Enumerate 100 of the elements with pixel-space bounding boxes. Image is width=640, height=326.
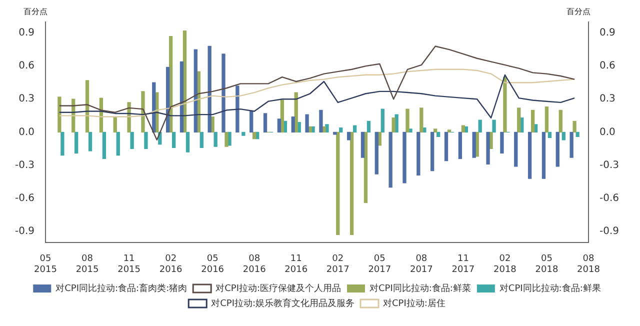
y-tick-label: -0.6 <box>14 192 35 204</box>
x-tick-label: 02 2018 <box>494 254 517 275</box>
legend-label: 对CPI同比拉动:食品:鲜菜 <box>370 282 471 294</box>
legend-label: 对CPI同比拉动:食品:鲜果 <box>499 282 601 294</box>
x-tick-label: 11 2016 <box>284 254 308 275</box>
bar <box>420 108 424 133</box>
bar <box>319 110 323 133</box>
legend-label: 对CPI拉动:医疗保健及个人用品 <box>216 282 342 294</box>
bar <box>514 132 518 167</box>
bar <box>291 116 295 133</box>
legend-label: 对CPI拉动:居住 <box>383 298 446 309</box>
y2-tick-label: 0.9 <box>599 28 616 39</box>
bar <box>325 124 329 133</box>
bar <box>406 108 410 133</box>
bar <box>436 132 440 137</box>
bar <box>472 132 476 158</box>
y-tick-label: -0.9 <box>14 226 35 237</box>
bar <box>447 130 452 133</box>
bar <box>208 46 212 133</box>
bar <box>172 132 176 148</box>
bar <box>263 113 268 133</box>
bar <box>60 132 64 156</box>
x-tick-label: 08 2015 <box>76 254 99 275</box>
bar <box>492 120 496 133</box>
x-tick-label: 02 2017 <box>326 254 350 275</box>
bar <box>180 61 184 133</box>
bar <box>339 127 343 133</box>
x-tick-label: 08 2016 <box>242 254 266 275</box>
bar <box>144 132 148 150</box>
bar <box>434 128 438 133</box>
bar <box>556 132 560 167</box>
y2-tick-label: -0.3 <box>599 160 620 171</box>
y-tick-label: 0.9 <box>18 28 35 39</box>
y-tick-label: 0.6 <box>18 60 35 72</box>
bar <box>542 132 546 179</box>
bar <box>277 118 282 133</box>
bar <box>388 132 392 188</box>
x-tick-label: 02 2016 <box>159 254 183 275</box>
bar <box>558 110 562 133</box>
bar <box>544 106 549 133</box>
bar <box>528 132 532 179</box>
bar <box>186 132 190 152</box>
bar <box>430 132 434 172</box>
x-tick-label: 11 2015 <box>118 254 140 275</box>
bar <box>116 132 120 156</box>
bar <box>352 125 357 133</box>
bar <box>461 125 466 133</box>
x-tick-label: 11 2017 <box>452 254 475 275</box>
bar <box>250 110 254 133</box>
bar <box>74 132 78 154</box>
y-tick-label: 0.0 <box>18 126 35 138</box>
bar <box>236 86 240 133</box>
bar <box>102 132 106 159</box>
bar <box>416 132 420 176</box>
bar <box>346 132 351 140</box>
x-tick-label: 05 2017 <box>368 254 392 275</box>
y2-tick-label: 0.0 <box>599 126 616 138</box>
x-tick-label: 08 2018 <box>577 254 600 275</box>
bar <box>252 132 256 140</box>
bar <box>478 120 482 133</box>
bar <box>88 132 92 152</box>
y2-tick-label: 0.3 <box>599 94 616 105</box>
bar <box>392 118 396 133</box>
bar <box>517 108 521 133</box>
y2-tick-label: -0.6 <box>599 192 620 204</box>
bar <box>305 114 309 133</box>
bar <box>336 132 340 236</box>
bar <box>360 132 365 158</box>
bar <box>570 132 574 158</box>
y-tick-label: 0.3 <box>18 94 35 105</box>
bar <box>214 132 218 147</box>
y2-tick-label: 0.6 <box>599 60 616 72</box>
bar <box>194 49 198 133</box>
x-tick-label: 08 2017 <box>410 254 433 275</box>
bar <box>444 132 448 162</box>
x-tick-label: 05 2018 <box>535 254 558 275</box>
x-tick-label: 05 2016 <box>201 254 224 275</box>
bar <box>572 120 576 133</box>
bar <box>380 108 384 133</box>
bar <box>366 120 371 133</box>
x-tick-label: 05 2015 <box>34 254 57 275</box>
bar <box>500 132 504 154</box>
bar <box>200 132 204 148</box>
bar <box>503 76 507 133</box>
bar <box>364 132 368 204</box>
bar <box>130 132 134 150</box>
bar <box>576 132 580 137</box>
bar <box>242 132 246 136</box>
bar <box>486 132 490 164</box>
bar <box>374 132 378 174</box>
legend-label: 对CPI拉动:娱乐教育文化用品及服务 <box>211 298 355 309</box>
bar <box>530 110 535 133</box>
bar <box>222 54 226 133</box>
bar <box>562 132 566 140</box>
legend-label: 对CPI同比拉动:食品:畜肉类:猪肉 <box>56 282 188 294</box>
bar <box>548 132 552 138</box>
bar <box>402 132 406 184</box>
bar <box>458 132 462 159</box>
bar <box>58 96 62 133</box>
bar <box>350 132 354 236</box>
